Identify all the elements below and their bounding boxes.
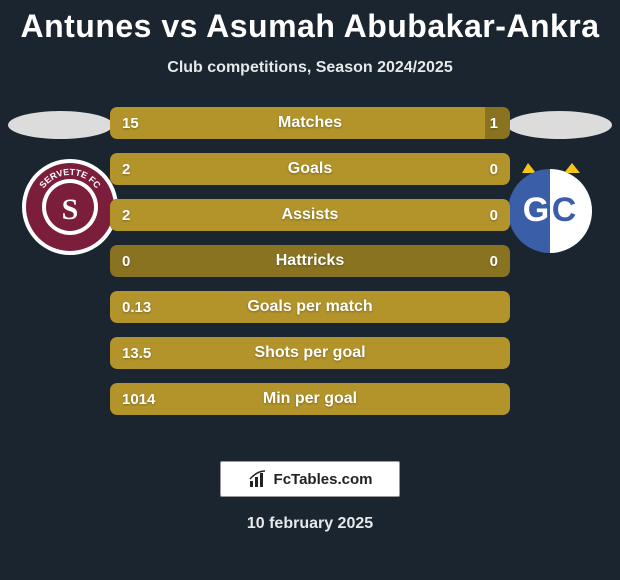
player2-club-crest: G C — [500, 157, 600, 257]
brand-name: FcTables.com — [274, 471, 373, 488]
stat-row: Shots per goal13.5 — [110, 337, 510, 369]
svg-text:S: S — [62, 193, 79, 226]
player1-halo — [8, 111, 113, 139]
stat-value-left: 2 — [122, 199, 130, 231]
player1-name: Antunes — [20, 8, 152, 44]
vs-word: vs — [161, 8, 198, 44]
stat-bars-container: Matches151Goals20Assists20Hattricks00Goa… — [110, 107, 510, 429]
player2-halo — [507, 111, 612, 139]
stat-row: Assists2 0 — [110, 199, 510, 231]
stat-row: Goals per match0.13 — [110, 291, 510, 323]
stat-label: Goals — [110, 153, 510, 185]
stat-value-left: 1014 — [122, 383, 155, 415]
stat-label: Min per goal — [110, 383, 510, 415]
stat-value-left: 13.5 — [122, 337, 151, 369]
stat-label: Shots per goal — [110, 337, 510, 369]
stat-label: Goals per match — [110, 291, 510, 323]
stat-value-left: 2 — [122, 153, 130, 185]
svg-text:G: G — [523, 191, 549, 229]
stat-label: Matches — [110, 107, 510, 139]
subtitle: Club competitions, Season 2024/2025 — [0, 59, 620, 77]
stat-value-left: 0.13 — [122, 291, 151, 323]
player1-club-crest: S SERVETTE FC — [20, 157, 120, 257]
stat-row: Min per goal1014 — [110, 383, 510, 415]
brand-chart-icon — [248, 469, 268, 489]
stat-label: Assists — [110, 199, 510, 231]
svg-text:C: C — [552, 191, 577, 229]
comparison-title: Antunes vs Asumah Abubakar-Ankra — [0, 0, 620, 45]
comparison-area: S SERVETTE FC G C Matches151Goals20Assis… — [0, 107, 620, 437]
player2-name: Asumah Abubakar-Ankra — [206, 8, 599, 44]
stat-value-right: 1 — [490, 107, 498, 139]
stat-label: Hattricks — [110, 245, 510, 277]
servette-crest-icon: S SERVETTE FC — [20, 157, 120, 257]
stat-value-right: 0 — [490, 245, 498, 277]
stat-value-right: 0 — [490, 199, 498, 231]
stat-value-right: 0 — [490, 153, 498, 185]
stat-value-left: 15 — [122, 107, 139, 139]
stat-row: Hattricks0 0 — [110, 245, 510, 277]
grasshopper-crest-icon: G C — [500, 157, 600, 257]
brand-badge[interactable]: FcTables.com — [220, 461, 400, 497]
footer-date: 10 february 2025 — [0, 515, 620, 533]
stat-row: Goals2 0 — [110, 153, 510, 185]
stat-row: Matches15 1 — [110, 107, 510, 139]
stat-value-left: 0 — [122, 245, 130, 277]
